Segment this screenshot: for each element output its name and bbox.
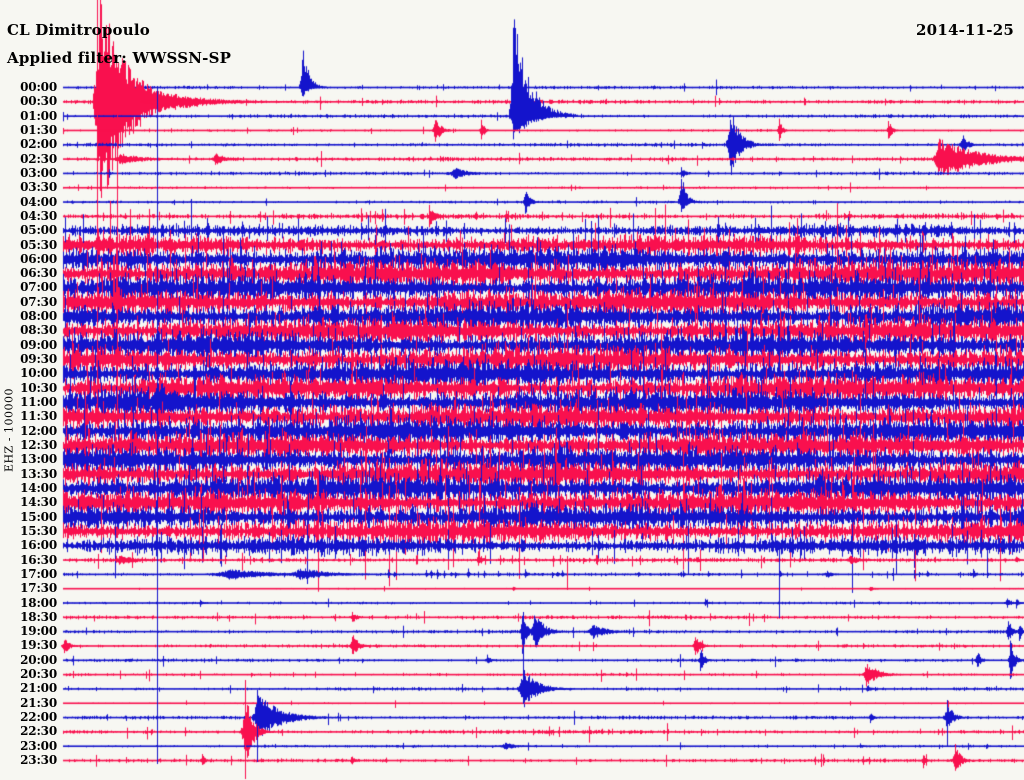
row-time-label: 03:00 [20,165,57,180]
row-time-label: 12:00 [20,423,57,438]
row-time-label: 19:00 [20,624,57,639]
applied-filter-label: Applied filter: WWSSN-SP [7,49,232,67]
row-time-label: 08:30 [20,323,57,338]
row-time-label: 02:30 [20,151,57,166]
row-time-label: 06:00 [20,251,57,266]
row-time-label: 09:30 [20,352,57,367]
row-time-label: 16:00 [20,538,57,553]
row-time-label: 01:00 [20,108,57,123]
row-time-label: 17:30 [20,581,57,596]
row-time-label: 07:00 [20,280,57,295]
row-time-label: 12:30 [20,438,57,452]
row-time-label: 11:00 [20,395,57,410]
row-time-label: 11:30 [20,409,57,424]
row-time-label: 15:00 [20,509,57,524]
row-time-label: 23:30 [20,753,57,768]
row-time-label: 08:00 [20,309,57,324]
row-time-label: 14:30 [20,495,57,510]
row-time-label: 09:00 [20,337,57,352]
row-time-label: 00:30 [20,94,57,109]
row-time-label: 10:30 [20,380,57,395]
row-time-label: 05:00 [20,223,57,238]
row-time-label: 15:30 [20,523,57,538]
row-time-label: 22:30 [20,724,57,739]
row-time-label: 00:00 [20,80,57,94]
row-time-label: 13:30 [20,466,57,481]
row-time-label: 02:00 [20,137,57,152]
row-time-label: 18:30 [20,609,57,624]
row-time-label: 16:30 [20,552,57,567]
row-time-label: 17:00 [20,566,57,581]
row-time-label: 21:30 [20,695,57,710]
row-time-label: 22:00 [20,710,57,725]
row-time-label: 06:30 [20,266,57,281]
row-time-label: 20:30 [20,667,57,682]
row-time-label: 01:30 [20,122,57,137]
row-time-label: 10:00 [20,366,57,381]
row-time-label: 14:00 [20,480,57,495]
row-time-label: 03:30 [20,180,57,195]
row-time-label: 18:00 [20,595,57,610]
row-time-label: 05:30 [20,237,57,252]
row-time-label: 04:30 [20,208,57,223]
date-label: 2014-11-25 [916,21,1014,39]
row-time-label: 19:30 [20,638,57,653]
row-time-label: 13:00 [20,452,57,467]
row-time-label: 07:30 [20,294,57,309]
station-title: CL Dimitropoulo [7,21,150,39]
row-time-label: 04:00 [20,194,57,209]
row-time-label: 23:00 [20,738,57,753]
row-time-label: 21:00 [20,681,57,696]
row-time-label: 20:00 [20,652,57,667]
